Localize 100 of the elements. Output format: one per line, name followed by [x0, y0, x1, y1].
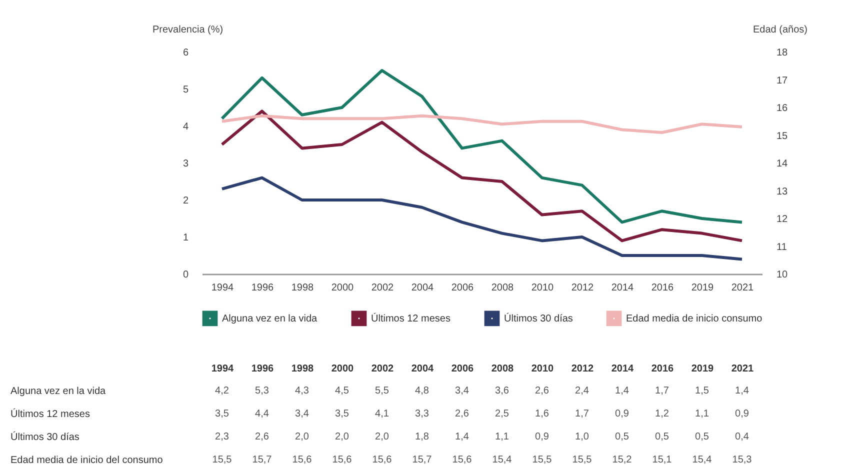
line-series — [220, 114, 744, 134]
data-label: 15,3 — [732, 454, 752, 466]
text: Últimos 30 días — [10, 432, 80, 443]
data-label: 1,1 — [695, 408, 710, 420]
y2-tick-label: 12 — [776, 214, 788, 225]
category-label: 2006 — [451, 364, 474, 374]
y-tick-label: 6 — [182, 48, 189, 58]
data-label: 15,7 — [252, 454, 272, 466]
category-label: 1994 — [211, 364, 234, 374]
data-label: 2,0 — [375, 432, 390, 442]
data-label: 0,9 — [735, 408, 750, 420]
y2-tick-label: 13 — [776, 186, 788, 198]
data-label: 1,1 — [495, 432, 510, 442]
data-label: 1,7 — [655, 386, 670, 396]
data-label: 15,5 — [572, 454, 592, 466]
data-label: 2,0 — [335, 432, 350, 442]
x-tick-label: 2019 — [691, 282, 714, 294]
x-tick-label: 2021 — [731, 282, 754, 294]
text: Edad media de inicio del consumo — [10, 455, 164, 466]
y-tick-label: 2 — [182, 196, 189, 206]
data-label: 3,6 — [495, 386, 510, 396]
data-label: 3,4 — [455, 386, 470, 396]
data-label: 15,1 — [652, 454, 672, 466]
x-tick-label: 2008 — [491, 282, 514, 294]
line-series — [220, 176, 744, 261]
data-label: 3,3 — [415, 408, 430, 420]
data-label: 1,4 — [455, 432, 470, 442]
data-label: 2,6 — [535, 386, 550, 396]
y2-tick-label: 17 — [776, 75, 788, 86]
category-label: 2012 — [571, 364, 594, 374]
data-label: 15,4 — [692, 454, 712, 466]
data-label: 1,8 — [415, 432, 430, 442]
y-axis-title: Prevalencia (%) — [152, 24, 224, 36]
category-label: 2021 — [731, 364, 754, 374]
data-label: 4,1 — [375, 408, 390, 420]
line-series — [220, 69, 744, 224]
data-label: 15,7 — [412, 454, 432, 466]
data-label: 3,4 — [295, 408, 310, 420]
data-label: 3,5 — [335, 408, 350, 420]
data-label: 15,2 — [612, 454, 632, 466]
y2-tick-label: 11 — [776, 242, 788, 253]
data-label: 1,7 — [575, 408, 590, 420]
data-label: 2,5 — [495, 408, 510, 420]
data-label: 0,9 — [615, 408, 630, 420]
legend-label: Edad media de inicio consumo — [626, 313, 763, 324]
data-label: 15,4 — [492, 454, 512, 466]
y-tick-label: 1 — [182, 232, 189, 244]
data-label: 4,4 — [255, 408, 270, 420]
data-label: 1,4 — [615, 386, 630, 396]
x-tick-label: 2014 — [611, 282, 634, 294]
data-label: 5,3 — [255, 386, 270, 396]
data-label: 4,8 — [415, 386, 430, 396]
data-label: 1,5 — [695, 386, 710, 396]
data-label: 4,3 — [295, 386, 310, 396]
data-label: 0,5 — [655, 432, 670, 442]
y2-tick-label: 18 — [776, 48, 788, 58]
x-tick-label: 2000 — [331, 282, 354, 294]
x-tick-label: 1994 — [211, 282, 234, 294]
data-label: 0,5 — [615, 432, 630, 442]
data-label: 0,4 — [735, 432, 750, 442]
y-tick-label: 3 — [182, 158, 189, 170]
data-label: 1,4 — [735, 386, 750, 396]
y2-tick-label: 14 — [776, 158, 788, 170]
category-label: 2014 — [611, 364, 634, 374]
x-tick-label: 1998 — [291, 282, 314, 294]
y-tick-label: 5 — [182, 84, 189, 96]
x-tick-label: 1996 — [251, 282, 274, 294]
data-label: 15,6 — [452, 454, 472, 466]
data-label: 15,5 — [532, 454, 552, 466]
y-tick-label: 0 — [182, 270, 189, 280]
line-series — [220, 110, 744, 242]
text: Últimos 12 meses — [10, 409, 90, 420]
data-label: 15,6 — [292, 454, 312, 466]
category-label: 2016 — [651, 364, 674, 374]
category-label: 2010 — [531, 364, 554, 374]
category-label: 2008 — [491, 364, 514, 374]
data-label: 0,9 — [535, 432, 550, 442]
data-label: 4,2 — [215, 386, 230, 396]
data-label: 4,5 — [335, 386, 350, 396]
category-label: 1998 — [291, 364, 314, 374]
y2-tick-label: 15 — [776, 130, 788, 142]
data-label: 15,6 — [372, 454, 392, 466]
x-tick-label: 2010 — [531, 282, 554, 294]
category-label: 1996 — [251, 364, 274, 374]
data-label: 2,3 — [215, 432, 230, 442]
legend-label: Alguna vez en la vida — [222, 313, 318, 324]
data-label: 0,5 — [695, 432, 710, 442]
category-label: 2000 — [331, 364, 354, 374]
x-tick-label: 2006 — [451, 282, 474, 294]
x-tick-label: 2004 — [411, 282, 434, 294]
data-label: 15,6 — [332, 454, 352, 466]
data-label: 1,2 — [655, 408, 670, 420]
x-tick-label: 2016 — [651, 282, 674, 294]
category-label: 2019 — [691, 364, 714, 374]
category-label: 2002 — [371, 364, 394, 374]
data-label: 3,5 — [215, 408, 230, 420]
data-label: 2,6 — [455, 408, 470, 420]
data-label: 2,0 — [295, 432, 310, 442]
data-label: 1,6 — [535, 408, 550, 420]
y-tick-label: 4 — [182, 122, 189, 132]
